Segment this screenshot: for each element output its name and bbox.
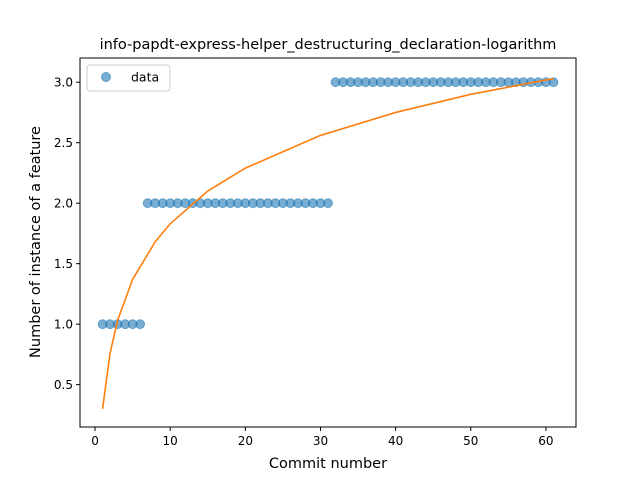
y-tick-label: 1.0 [54,318,73,332]
legend-label: data [131,70,159,85]
x-axis-ticks: 0 10 20 30 40 50 60 [91,427,554,448]
y-tick-label: 1.5 [54,257,73,271]
y-tick-label: 3.0 [54,76,73,90]
data-point [135,319,146,330]
x-tick-label: 10 [163,434,178,448]
x-tick-label: 40 [388,434,403,448]
y-tick-label: 0.5 [54,378,73,392]
legend: data [86,64,171,92]
x-tick-label: 60 [538,434,553,448]
axes-frame [79,57,577,428]
data-point [323,198,333,209]
plot-marks [97,77,559,409]
y-tick-label: 2.5 [54,136,73,150]
x-tick-label: 50 [463,434,478,448]
legend-marker [101,72,111,82]
fit-line [101,77,554,409]
x-tick-label: 20 [238,434,253,448]
y-tick-label: 2.0 [54,197,73,211]
x-axis-label: Commit number [269,456,387,472]
y-axis-ticks: 0.5 1.0 1.5 2.0 2.5 3.0 [54,76,80,392]
x-tick-label: 30 [313,434,328,448]
x-tick-label: 0 [91,434,99,448]
legend-box [86,64,171,92]
chart-title: info-papdt-express-helper_destructuring_… [100,37,557,53]
data-point [548,77,559,88]
y-axis-label: Number of instance of a feature [28,126,44,358]
